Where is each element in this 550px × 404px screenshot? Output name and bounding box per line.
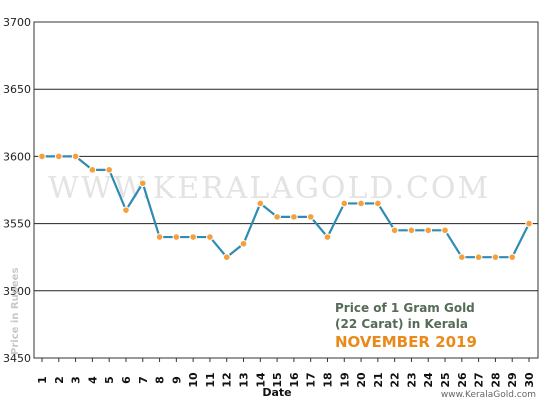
x-tick-label: 17 bbox=[305, 372, 318, 387]
data-point bbox=[508, 253, 517, 262]
data-point bbox=[189, 233, 197, 241]
x-tick-label: 5 bbox=[103, 376, 116, 384]
data-point bbox=[71, 152, 80, 161]
x-tick-label: 28 bbox=[489, 372, 502, 387]
x-tick-label: 7 bbox=[137, 376, 150, 384]
data-point bbox=[441, 226, 449, 235]
x-tick-label: 1 bbox=[36, 376, 49, 384]
x-tick-label: 22 bbox=[389, 372, 402, 387]
x-tick-label: 19 bbox=[338, 372, 351, 387]
x-tick-label: 27 bbox=[473, 372, 486, 387]
watermark-text: WWW.KERALAGOLD.COM bbox=[48, 171, 490, 206]
data-point bbox=[122, 206, 130, 214]
x-tick-label: 3 bbox=[70, 376, 83, 384]
data-point bbox=[105, 166, 113, 174]
plot-frame bbox=[33, 21, 539, 359]
data-point bbox=[407, 226, 416, 235]
x-tick-label: 16 bbox=[288, 372, 301, 388]
data-point bbox=[222, 253, 231, 262]
x-tick-label: 10 bbox=[187, 372, 200, 388]
y-axis-ticks: 3450 3500 3550 3600 3650 3700 bbox=[3, 16, 31, 365]
x-tick-label: 18 bbox=[321, 372, 334, 387]
data-point bbox=[323, 233, 332, 241]
x-tick-label: 11 bbox=[204, 372, 217, 387]
data-point bbox=[374, 199, 382, 208]
x-tick-label: 26 bbox=[456, 372, 469, 388]
data-point bbox=[491, 253, 500, 262]
y-tick-label: 3700 bbox=[3, 16, 31, 29]
x-tick-label: 13 bbox=[238, 372, 251, 387]
data-point bbox=[306, 213, 315, 221]
data-point bbox=[256, 199, 265, 208]
x-tick-label: 6 bbox=[120, 376, 133, 384]
data-point bbox=[458, 253, 466, 262]
y-tick-label: 3550 bbox=[3, 218, 31, 231]
x-tick-label: 23 bbox=[405, 372, 418, 387]
data-point bbox=[54, 152, 63, 161]
data-point bbox=[172, 233, 181, 241]
data-point bbox=[206, 233, 214, 241]
credit-text: www.KeralaGold.com bbox=[441, 390, 536, 400]
x-axis-ticks: 1 2 3 4 5 6 7 8 9 10 11 12 13 14 15 16 17 18 19 20 21 22 23 24 2… bbox=[36, 358, 536, 388]
x-tick-label: 29 bbox=[506, 372, 519, 387]
x-tick-label: 21 bbox=[372, 372, 385, 387]
x-tick-label: 14 bbox=[254, 372, 267, 388]
x-tick-label: 24 bbox=[422, 372, 435, 388]
x-tick-label: 8 bbox=[154, 376, 167, 384]
data-markers bbox=[38, 152, 533, 262]
x-tick-label: 25 bbox=[439, 372, 452, 387]
data-point bbox=[525, 219, 533, 228]
x-tick-label: 12 bbox=[221, 372, 234, 387]
data-point bbox=[390, 226, 399, 235]
data-point bbox=[38, 152, 46, 161]
y-tick-label: 3650 bbox=[3, 83, 31, 96]
x-axis-label: Date bbox=[262, 386, 291, 399]
data-point bbox=[155, 233, 164, 241]
price-line bbox=[42, 155, 530, 259]
info-period: NOVEMBER 2019 bbox=[335, 333, 477, 351]
y-axis-label: Price in Rupees bbox=[10, 268, 21, 355]
data-point bbox=[273, 213, 281, 221]
data-point bbox=[357, 199, 365, 208]
x-tick-label: 4 bbox=[86, 376, 99, 384]
grid-lines bbox=[34, 88, 538, 292]
data-point bbox=[424, 226, 433, 235]
data-point bbox=[138, 179, 147, 188]
data-point bbox=[88, 166, 97, 174]
x-tick-label: 2 bbox=[53, 376, 66, 384]
y-tick-label: 3500 bbox=[3, 285, 31, 298]
x-tick-label: 20 bbox=[355, 372, 368, 388]
y-tick-label: 3600 bbox=[3, 150, 31, 163]
info-title-line1: Price of 1 Gram Gold bbox=[335, 301, 475, 315]
y-tick-label: 3450 bbox=[3, 352, 31, 365]
data-point bbox=[340, 199, 349, 208]
x-tick-label: 9 bbox=[170, 376, 183, 384]
data-point bbox=[474, 253, 483, 262]
x-tick-label: 15 bbox=[271, 372, 284, 387]
data-point bbox=[290, 213, 298, 221]
info-title-line2: (22 Carat) in Kerala bbox=[335, 317, 468, 331]
x-tick-label: 30 bbox=[523, 372, 536, 388]
data-point bbox=[239, 239, 248, 248]
